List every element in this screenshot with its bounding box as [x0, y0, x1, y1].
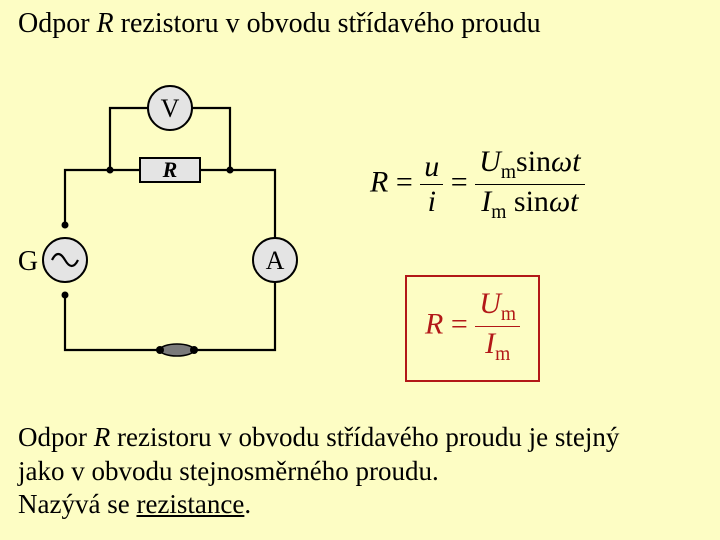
eq1-frac2: Umsinωt Im sinωt — [475, 145, 584, 224]
eq2-frac: Um Im — [475, 287, 520, 366]
eq1-equals2: = — [451, 165, 468, 198]
bt-l1-post: rezistoru v obvodu střídavého proudu je … — [110, 422, 619, 452]
eq2-lhs: R — [425, 307, 443, 340]
circuit-diagram: R V A G — [10, 70, 340, 370]
eq1-frac2-num: Umsinωt — [475, 145, 584, 185]
eq2-num: Um — [475, 287, 520, 327]
eq2-equals: = — [451, 307, 468, 340]
circuit-wires — [65, 108, 275, 350]
node-dot — [227, 167, 234, 174]
voltmeter-label: V — [161, 94, 180, 123]
bt-l3-post: . — [244, 489, 251, 519]
eq1-frac1-num: u — [420, 150, 443, 185]
ammeter-label: A — [266, 246, 285, 275]
node-dot — [190, 346, 198, 354]
equation-2-box: R = Um Im — [405, 275, 540, 382]
bt-l3-pre: Nazývá se — [18, 489, 136, 519]
generator-label: G — [18, 246, 38, 277]
node-dot — [62, 222, 69, 229]
eq1-lhs: R — [370, 165, 388, 198]
eq2-den: Im — [475, 327, 520, 366]
node-dot — [156, 346, 164, 354]
node-dot — [62, 292, 69, 299]
eq1-frac2-den: Im sinωt — [475, 185, 584, 224]
equation-2: R = Um Im — [425, 287, 520, 366]
title-var: R — [97, 8, 114, 39]
bt-l1-var: R — [94, 422, 111, 452]
resistor-label: R — [162, 157, 178, 182]
eq1-equals: = — [396, 165, 413, 198]
bt-l3-term: rezistance — [136, 489, 244, 519]
equation-1: R = u i = Umsinωt Im sinωt — [370, 145, 585, 224]
title-prefix: Odpor — [18, 8, 97, 39]
bottom-paragraph: Odpor R rezistoru v obvodu střídavého pr… — [18, 421, 702, 522]
eq1-frac1-den: i — [420, 185, 443, 219]
bt-l1-pre: Odpor — [18, 422, 94, 452]
bottom-component — [160, 344, 194, 356]
bt-l2: jako v obvodu stejnosměrného proudu. — [18, 456, 439, 486]
node-dot — [107, 167, 114, 174]
eq1-frac1: u i — [420, 150, 443, 219]
page-title: Odpor R rezistoru v obvodu střídavého pr… — [18, 8, 541, 40]
title-suffix: rezistoru v obvodu střídavého proudu — [114, 8, 541, 39]
